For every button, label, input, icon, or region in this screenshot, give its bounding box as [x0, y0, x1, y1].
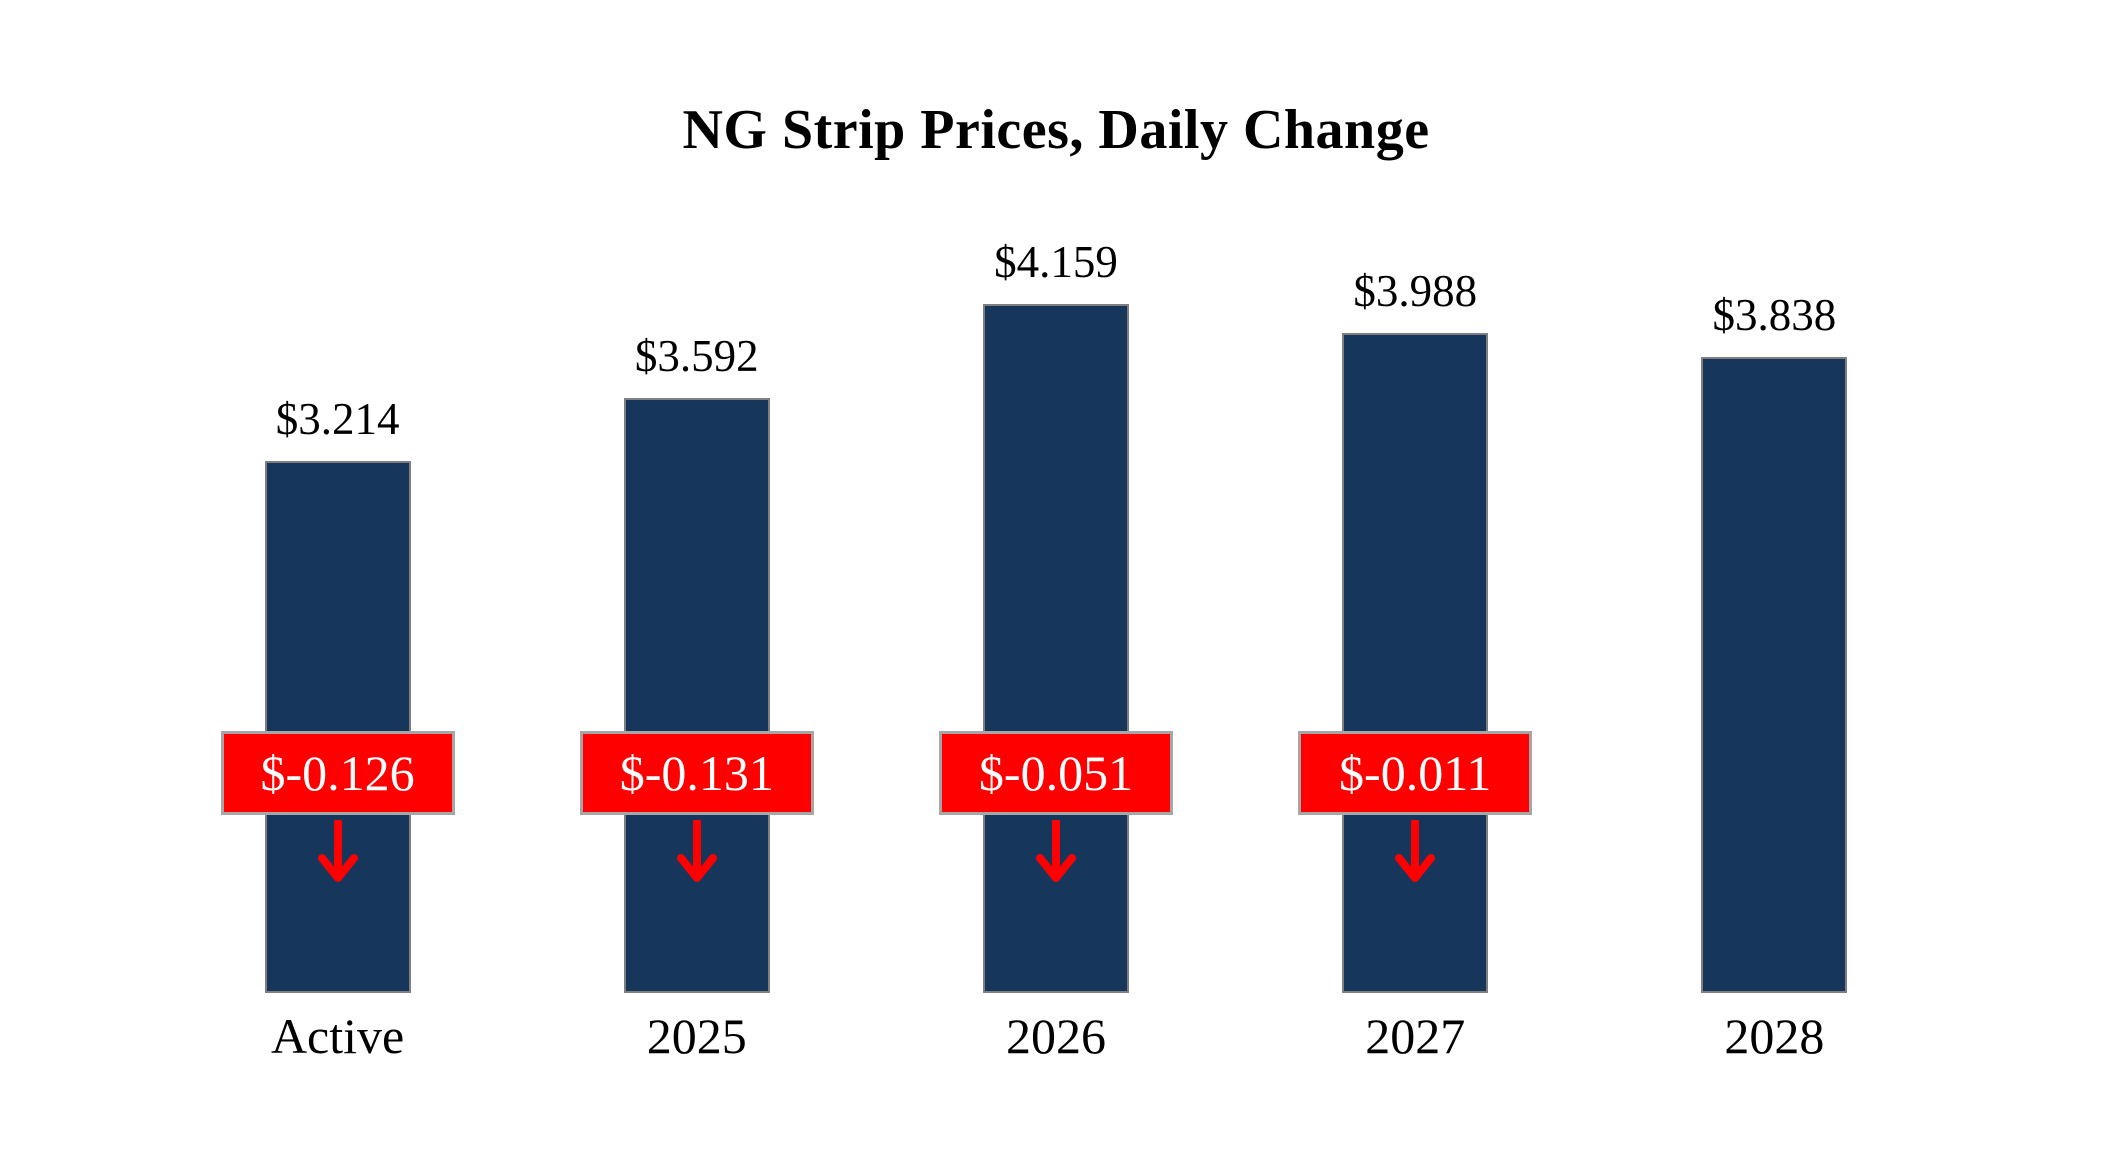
bar — [623, 398, 770, 993]
bar-column: $3.988 $-0.011 2027 — [1236, 0, 1595, 1064]
category-label: 2027 — [1365, 1008, 1466, 1064]
bar-column: $3.838 2028 — [1595, 0, 1954, 1064]
plot-area: $3.214 $-0.126 Active $3.592 $-0.131 2025 $4.1… — [158, 0, 1954, 1064]
daily-change-badge: $-0.131 — [579, 731, 814, 815]
chart-title: NG Strip Prices, Daily Change — [682, 99, 1430, 161]
down-arrow-icon — [1033, 818, 1079, 882]
category-label: Active — [270, 1008, 405, 1064]
value-label: $3.838 — [1712, 290, 1837, 340]
down-arrow-icon — [1392, 818, 1438, 882]
value-label: $3.214 — [275, 394, 400, 444]
value-label: $3.592 — [634, 331, 759, 381]
bar-column: $4.159 $-0.051 2026 — [876, 0, 1235, 1064]
category-label: 2026 — [1006, 1008, 1106, 1064]
daily-change-badge: $-0.011 — [1298, 731, 1533, 815]
bar — [1342, 333, 1489, 993]
down-arrow-icon — [674, 818, 720, 882]
value-label: $4.159 — [994, 237, 1118, 287]
category-label: 2025 — [646, 1008, 747, 1064]
bar — [983, 304, 1129, 993]
bar-column: $3.592 $-0.131 2025 — [517, 0, 876, 1064]
daily-change-badge: $-0.126 — [220, 731, 455, 815]
down-arrow-icon — [315, 818, 361, 882]
daily-change-badge: $-0.051 — [939, 731, 1173, 815]
category-label: 2028 — [1724, 1008, 1825, 1064]
bar — [264, 461, 411, 993]
bar — [1701, 357, 1848, 993]
bar-column: $3.214 $-0.126 Active — [158, 0, 517, 1064]
value-label: $3.988 — [1353, 266, 1478, 316]
